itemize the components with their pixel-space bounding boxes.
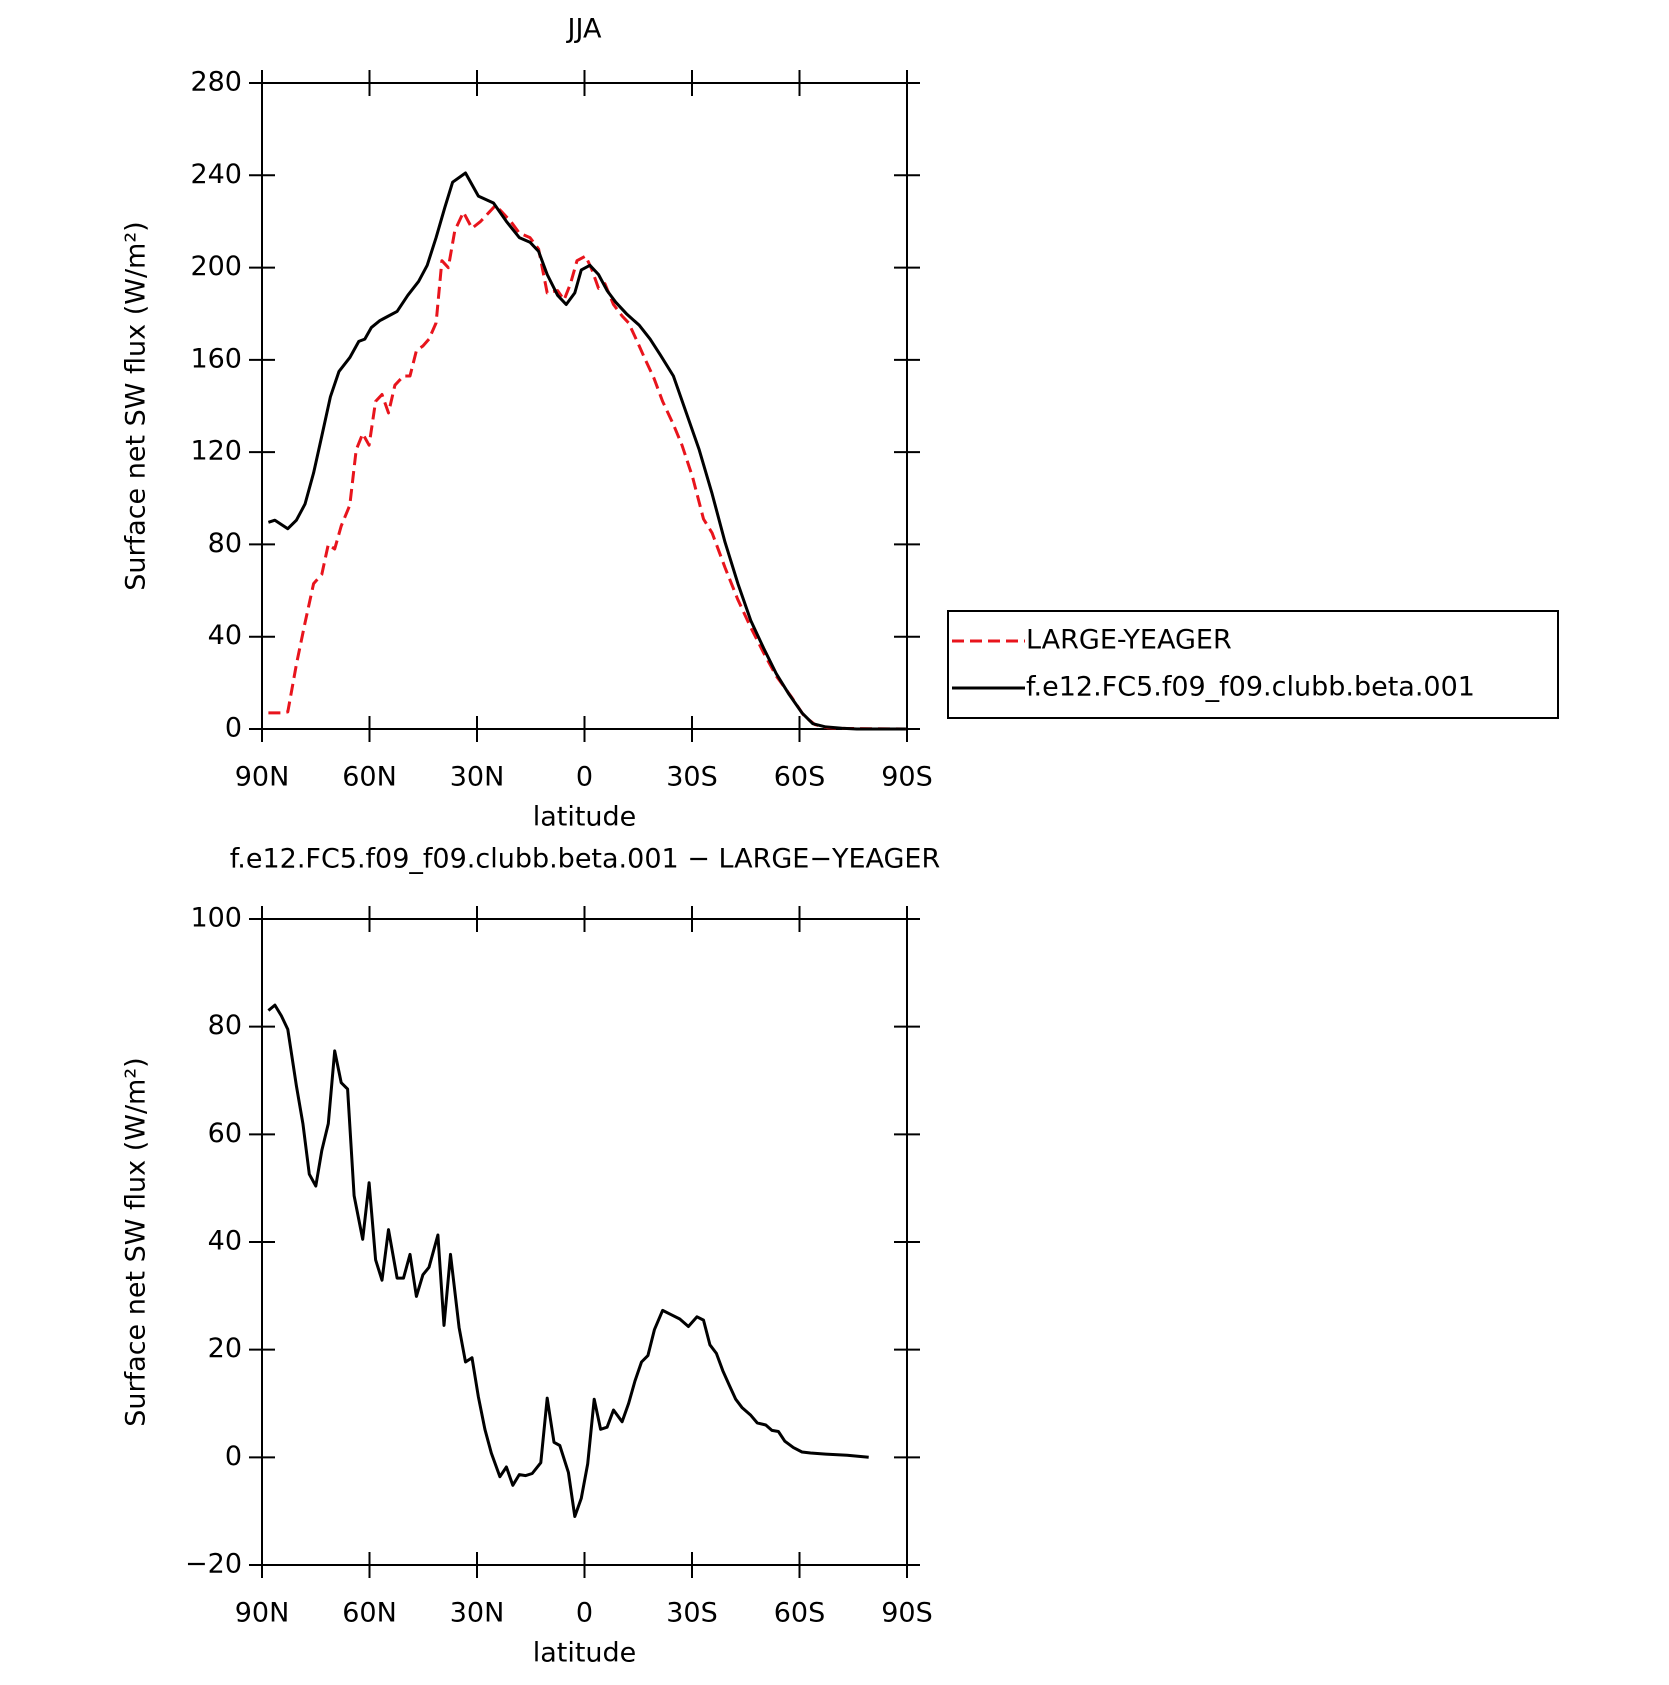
x-axis-label: latitude: [533, 1638, 637, 1669]
x-axis-label: latitude: [533, 802, 637, 833]
legend: LARGE-YEAGER f.e12.FC5.f09_f09.clubb.beta…: [947, 610, 1559, 719]
y-tick-label: 0: [225, 1441, 242, 1472]
y-tick-label: 20: [208, 1333, 242, 1364]
y-axis-label: Surface net SW flux (W/m²): [121, 1057, 152, 1426]
y-tick-label: 160: [190, 343, 242, 374]
y-tick-label: −20: [185, 1549, 242, 1580]
x-tick-label: 60N: [342, 1598, 397, 1629]
x-tick-label: 60S: [774, 1598, 826, 1629]
data-line: [268, 203, 906, 731]
x-tick-label: 30N: [450, 762, 505, 793]
y-tick-label: 120: [190, 436, 242, 467]
y-tick-label: 80: [208, 1010, 242, 1041]
x-tick-label: 30S: [666, 1598, 718, 1629]
x-tick-label: 90N: [235, 762, 290, 793]
y-tick-label: 40: [208, 1226, 242, 1257]
plot-frame: [261, 918, 908, 1566]
y-tick-label: 40: [208, 620, 242, 651]
x-tick-label: 30N: [450, 1598, 505, 1629]
chart-title: JJA: [566, 14, 602, 45]
data-line: [267, 171, 906, 731]
plot: JJA latitude Surface net SW flux (W/m²) 0 40…: [121, 14, 1559, 833]
chart-title: f.e12.FC5.f09_f09.clubb.beta.001 − LARGE…: [230, 844, 941, 875]
legend-label: LARGE-YEAGER: [1026, 625, 1232, 656]
x-tick-label: 90N: [235, 1598, 290, 1629]
y-tick-label: 200: [190, 251, 242, 282]
legend-label: f.e12.FC5.f09_f09.clubb.beta.001: [1026, 672, 1475, 703]
y-axis-label: Surface net SW flux (W/m²): [121, 221, 152, 590]
x-tick-label: 90S: [881, 1598, 933, 1629]
plot-frame: [261, 82, 908, 730]
x-tick-label: 60S: [774, 762, 826, 793]
x-tick-label: 0: [576, 762, 593, 793]
x-tick-label: 90S: [881, 762, 933, 793]
data-line: [267, 1003, 869, 1518]
y-tick-label: 80: [208, 528, 242, 559]
y-tick-label: 280: [190, 67, 242, 98]
x-tick-label: 60N: [342, 762, 397, 793]
x-tick-label: 0: [576, 1598, 593, 1629]
x-tick-label: 30S: [666, 762, 718, 793]
y-tick-label: 100: [190, 903, 242, 934]
y-tick-label: 60: [208, 1118, 242, 1149]
y-tick-label: 240: [190, 159, 242, 190]
plot: f.e12.FC5.f09_f09.clubb.beta.001 − LARGE…: [121, 844, 941, 1669]
legend-box: [947, 610, 1559, 719]
y-tick-label: 0: [225, 713, 242, 744]
